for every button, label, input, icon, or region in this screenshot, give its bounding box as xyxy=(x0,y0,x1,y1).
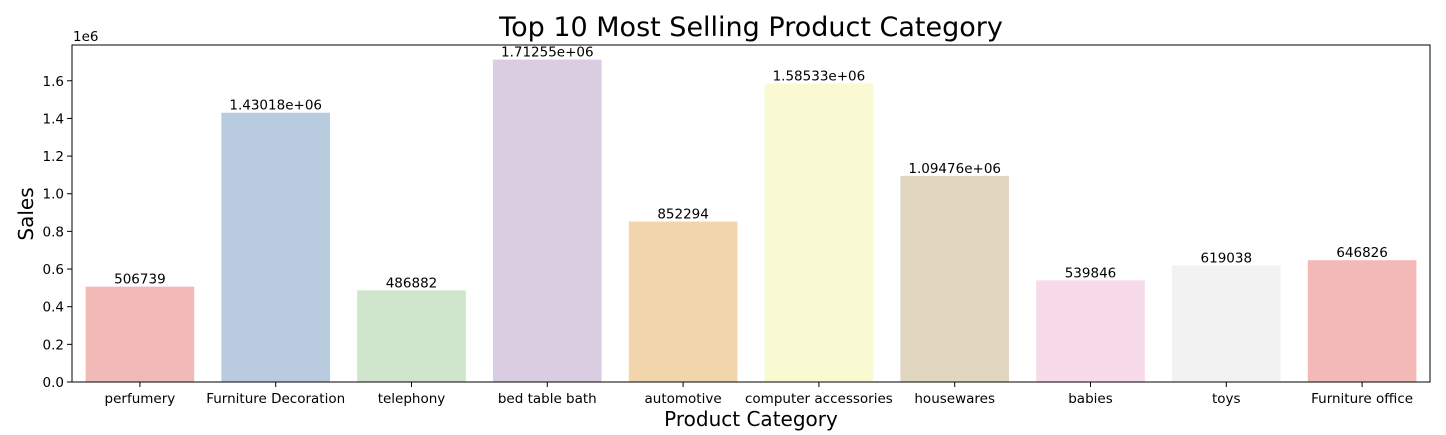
x-tick-label: babies xyxy=(1068,391,1113,407)
y-tick-label: 1.0 xyxy=(43,187,64,203)
data-labels: 506739 1.43018e+06 486882 1.71255e+06 852294… xyxy=(114,45,1388,292)
plot-frame xyxy=(71,44,1431,383)
y-tick-label: 0.2 xyxy=(43,337,64,353)
x-tick-label: automotive xyxy=(645,391,722,407)
bar xyxy=(85,286,195,382)
bar xyxy=(900,175,1010,382)
x-axis-ticks: perfumery Furniture Decoration telephony be… xyxy=(105,382,1413,407)
bar xyxy=(628,221,738,382)
y-tick-label: 0.0 xyxy=(43,375,64,391)
y-tick-label: 0.4 xyxy=(43,300,64,316)
bar-value-label: 506739 xyxy=(114,272,166,288)
x-tick-label: housewares xyxy=(914,391,995,407)
bar-value-label: 1.09476e+06 xyxy=(908,161,1001,177)
x-tick-label: telephony xyxy=(378,391,446,407)
bar xyxy=(357,290,466,382)
x-axis-label: Product Category xyxy=(664,407,838,431)
y-tick-label: 1.6 xyxy=(43,74,64,90)
y-tick-label: 1.4 xyxy=(43,111,64,127)
x-tick-label: Furniture Decoration xyxy=(206,391,345,407)
y-tick-label: 1.2 xyxy=(43,149,64,165)
y-axis-offset-label: 1e6 xyxy=(73,29,98,45)
bar xyxy=(1171,265,1281,382)
x-tick-label: perfumery xyxy=(105,391,176,407)
bar xyxy=(1036,280,1145,382)
bar xyxy=(492,59,602,383)
bar-value-label: 539846 xyxy=(1065,265,1117,281)
x-tick-label: Furniture office xyxy=(1311,391,1413,407)
y-tick-label: 0.8 xyxy=(43,224,64,240)
y-tick-label: 0.6 xyxy=(43,262,64,278)
x-tick-label: bed table bath xyxy=(498,391,597,407)
bar-value-label: 1.71255e+06 xyxy=(501,45,594,61)
bar-value-label: 486882 xyxy=(386,275,438,291)
bar-value-label: 852294 xyxy=(657,207,709,223)
bar xyxy=(764,83,874,383)
y-axis-ticks: 0.0 0.2 0.4 0.6 0.8 1.0 1.2 1.4 1.6 xyxy=(43,74,72,391)
x-tick-label: computer accessories xyxy=(745,391,893,407)
bar-value-label: 1.43018e+06 xyxy=(229,98,322,114)
bar-value-label: 646826 xyxy=(1336,245,1388,261)
bars-group xyxy=(85,59,1417,383)
chart-title: Top 10 Most Selling Product Category xyxy=(498,12,1003,43)
bar xyxy=(221,112,331,382)
bar-value-label: 1.58533e+06 xyxy=(773,69,866,85)
y-axis-label: Sales xyxy=(14,187,38,240)
bar xyxy=(1307,260,1417,382)
bar-value-label: 619038 xyxy=(1201,250,1253,266)
x-tick-label: toys xyxy=(1212,391,1241,407)
